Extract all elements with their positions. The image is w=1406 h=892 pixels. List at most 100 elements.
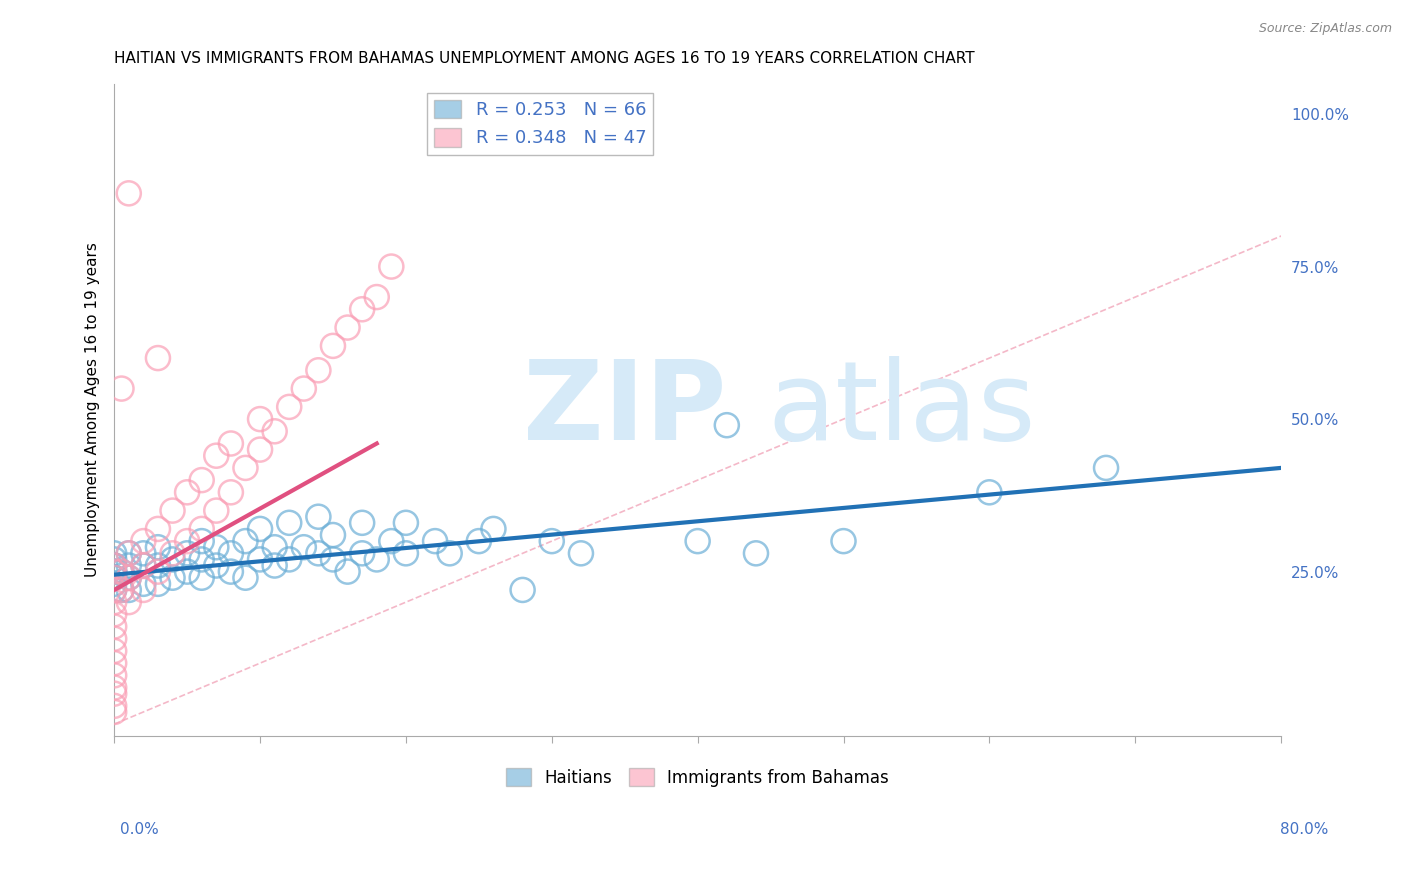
Point — [352, 546, 374, 560]
Point — [278, 400, 301, 414]
Point — [190, 534, 212, 549]
Point — [110, 582, 132, 597]
Point — [352, 516, 374, 530]
Text: HAITIAN VS IMMIGRANTS FROM BAHAMAS UNEMPLOYMENT AMONG AGES 16 TO 19 YEARS CORREL: HAITIAN VS IMMIGRANTS FROM BAHAMAS UNEMP… — [114, 51, 974, 66]
Point — [146, 558, 169, 573]
Point — [249, 412, 271, 426]
Point — [132, 534, 155, 549]
Point — [118, 546, 141, 560]
Point — [380, 534, 402, 549]
Point — [832, 534, 855, 549]
Point — [380, 260, 402, 274]
Point — [146, 565, 169, 579]
Point — [235, 534, 257, 549]
Point — [103, 582, 125, 597]
Point — [307, 509, 329, 524]
Point — [263, 558, 285, 573]
Point — [745, 546, 768, 560]
Point — [278, 516, 301, 530]
Text: 80.0%: 80.0% — [1281, 822, 1329, 837]
Point — [103, 656, 125, 670]
Point — [103, 546, 125, 560]
Point — [103, 571, 125, 585]
Point — [219, 436, 242, 450]
Point — [190, 522, 212, 536]
Point — [118, 558, 141, 573]
Point — [103, 687, 125, 701]
Point — [249, 552, 271, 566]
Point — [118, 186, 141, 201]
Point — [103, 558, 125, 573]
Point — [146, 522, 169, 536]
Point — [176, 546, 198, 560]
Point — [205, 449, 228, 463]
Text: Source: ZipAtlas.com: Source: ZipAtlas.com — [1258, 22, 1392, 36]
Point — [103, 619, 125, 633]
Point — [366, 290, 388, 304]
Point — [103, 558, 125, 573]
Point — [395, 546, 418, 560]
Point — [307, 546, 329, 560]
Point — [423, 534, 446, 549]
Point — [395, 516, 418, 530]
Point — [103, 552, 125, 566]
Point — [162, 552, 184, 566]
Point — [366, 552, 388, 566]
Point — [307, 363, 329, 377]
Point — [205, 540, 228, 554]
Point — [118, 571, 141, 585]
Point — [162, 571, 184, 585]
Point — [110, 382, 132, 396]
Point — [979, 485, 1001, 500]
Point — [103, 571, 125, 585]
Point — [686, 534, 709, 549]
Point — [219, 565, 242, 579]
Point — [1095, 461, 1118, 475]
Point — [336, 320, 359, 334]
Point — [103, 607, 125, 622]
Text: atlas: atlas — [768, 357, 1036, 464]
Point — [176, 565, 198, 579]
Point — [132, 558, 155, 573]
Text: 0.0%: 0.0% — [120, 822, 159, 837]
Point — [569, 546, 592, 560]
Point — [235, 571, 257, 585]
Point — [263, 425, 285, 439]
Y-axis label: Unemployment Among Ages 16 to 19 years: Unemployment Among Ages 16 to 19 years — [86, 243, 100, 577]
Point — [249, 442, 271, 457]
Point — [103, 705, 125, 719]
Point — [278, 552, 301, 566]
Point — [512, 582, 534, 597]
Point — [103, 565, 125, 579]
Point — [352, 302, 374, 317]
Point — [540, 534, 562, 549]
Point — [132, 558, 155, 573]
Point — [103, 558, 125, 573]
Point — [162, 546, 184, 560]
Point — [132, 577, 155, 591]
Point — [336, 565, 359, 579]
Point — [190, 571, 212, 585]
Point — [103, 668, 125, 682]
Point — [110, 565, 132, 579]
Point — [468, 534, 491, 549]
Point — [103, 595, 125, 609]
Point — [219, 485, 242, 500]
Point — [110, 582, 132, 597]
Point — [190, 552, 212, 566]
Point — [103, 582, 125, 597]
Point — [118, 595, 141, 609]
Legend: Haitians, Immigrants from Bahamas: Haitians, Immigrants from Bahamas — [499, 762, 896, 793]
Point — [146, 351, 169, 365]
Point — [482, 522, 505, 536]
Point — [219, 546, 242, 560]
Point — [118, 546, 141, 560]
Point — [146, 540, 169, 554]
Point — [146, 577, 169, 591]
Point — [118, 582, 141, 597]
Point — [103, 565, 125, 579]
Point — [716, 418, 738, 433]
Point — [176, 485, 198, 500]
Point — [322, 528, 344, 542]
Point — [118, 571, 141, 585]
